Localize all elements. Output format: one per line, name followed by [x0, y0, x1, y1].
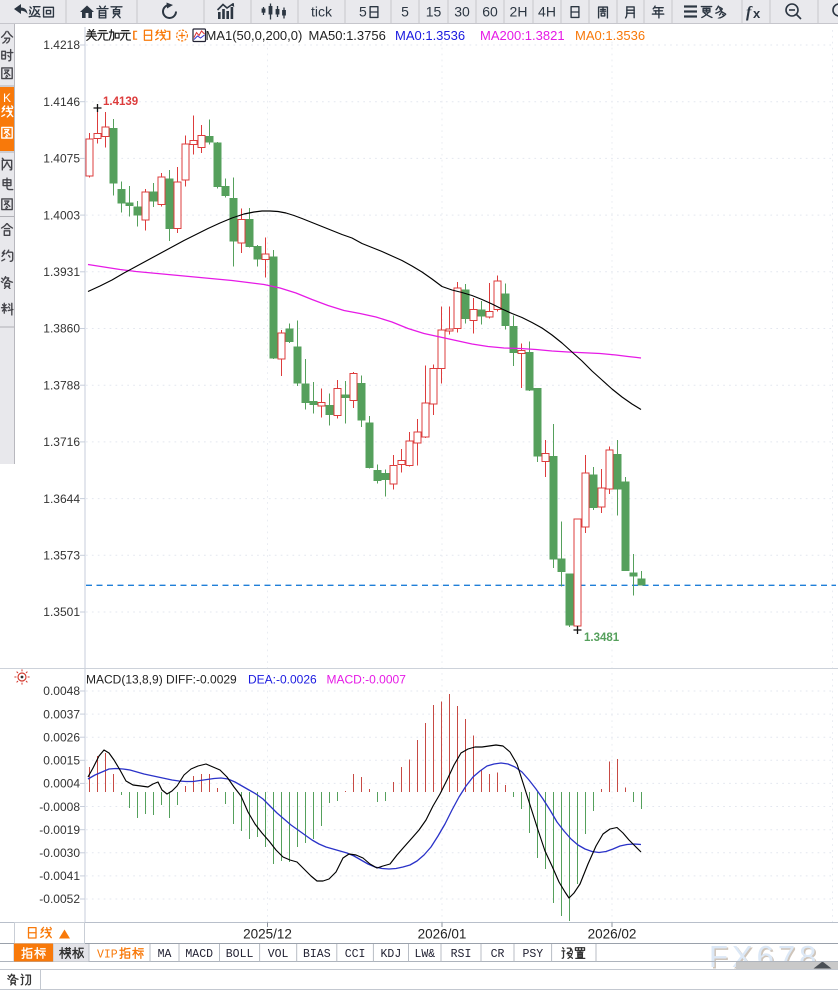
svg-text:MA: MA [158, 948, 172, 961]
svg-text:1.4146: 1.4146 [43, 95, 80, 109]
svg-text:2025/12: 2025/12 [243, 927, 292, 942]
svg-text:4H: 4H [538, 4, 556, 20]
svg-text:CR: CR [491, 948, 505, 961]
svg-text:15: 15 [426, 4, 442, 20]
svg-text:BIAS: BIAS [303, 948, 331, 961]
svg-text:MACD: MACD [185, 948, 213, 961]
svg-text:30: 30 [454, 4, 470, 20]
svg-text:K: K [3, 91, 11, 105]
svg-text:1.3716: 1.3716 [43, 435, 80, 449]
svg-text:1.3860: 1.3860 [43, 322, 80, 336]
svg-text:CCI: CCI [345, 948, 366, 961]
svg-text:2026/02: 2026/02 [588, 927, 637, 942]
svg-text:-0.0008: -0.0008 [39, 800, 80, 814]
svg-text:0.0004: 0.0004 [43, 777, 80, 791]
svg-text:5: 5 [401, 4, 409, 20]
svg-text:LW&: LW& [414, 948, 435, 961]
svg-text:VOL: VOL [268, 948, 289, 961]
svg-text:-0.0019: -0.0019 [39, 823, 80, 837]
svg-text:0.0048: 0.0048 [43, 684, 80, 698]
svg-text:1.4218: 1.4218 [43, 38, 80, 52]
svg-text:MA1(50,0,200,0): MA1(50,0,200,0) [206, 28, 303, 43]
svg-text:tick: tick [311, 4, 333, 20]
svg-text:x: x [753, 6, 761, 21]
svg-text:1.3931: 1.3931 [43, 265, 80, 279]
svg-text:BOLL: BOLL [226, 948, 254, 961]
svg-text:1.4075: 1.4075 [43, 152, 80, 166]
svg-text:MA50:1.3756: MA50:1.3756 [309, 28, 386, 43]
svg-text:-0.0030: -0.0030 [39, 846, 80, 860]
svg-text:1.3501: 1.3501 [43, 605, 80, 619]
svg-text:2026/01: 2026/01 [418, 927, 467, 942]
svg-text:0.0026: 0.0026 [43, 730, 80, 744]
svg-text:MA200:1.3821: MA200:1.3821 [480, 28, 565, 43]
svg-text:1.3481: 1.3481 [584, 632, 620, 644]
svg-text:DEA:-0.0026: DEA:-0.0026 [248, 673, 317, 687]
svg-text:MA0:1.3536: MA0:1.3536 [575, 28, 645, 43]
svg-text:-0.0052: -0.0052 [39, 892, 80, 906]
svg-text:2H: 2H [510, 4, 528, 20]
svg-text:RSI: RSI [451, 948, 472, 961]
svg-text:1.3788: 1.3788 [43, 378, 80, 392]
svg-text:1.3644: 1.3644 [43, 492, 80, 506]
svg-text:60: 60 [482, 4, 498, 20]
svg-text:1.4139: 1.4139 [103, 96, 138, 108]
svg-text:0.0037: 0.0037 [43, 707, 80, 721]
svg-text:MACD(13,8,9) DIFF:-0.0029: MACD(13,8,9) DIFF:-0.0029 [86, 673, 237, 687]
svg-text:PSY: PSY [522, 948, 543, 961]
svg-text:MA0:1.3536: MA0:1.3536 [395, 28, 465, 43]
svg-text:5: 5 [359, 4, 367, 20]
svg-text:1.3573: 1.3573 [43, 549, 80, 563]
svg-text:MACD:-0.0007: MACD:-0.0007 [327, 673, 407, 687]
svg-text:-0.0041: -0.0041 [39, 869, 80, 883]
svg-text:0.0015: 0.0015 [43, 754, 80, 768]
svg-text:f: f [746, 4, 753, 21]
svg-text:1.4003: 1.4003 [43, 208, 80, 222]
svg-text:KDJ: KDJ [381, 948, 402, 961]
svg-text:VIP: VIP [97, 949, 118, 962]
